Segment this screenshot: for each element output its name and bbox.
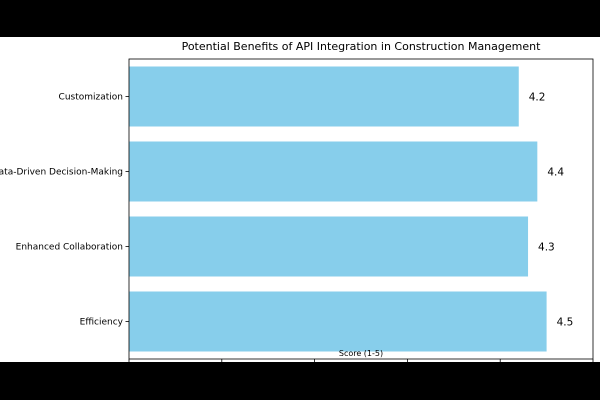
bar-customization [129, 66, 519, 127]
bar-data-driven-decision-making [129, 141, 538, 202]
y-tick-label: Data-Driven Decision-Making [0, 168, 123, 178]
y-tick-label: Enhanced Collaboration [16, 243, 123, 253]
y-tick-label: Customization [59, 93, 123, 103]
bar-efficiency [129, 291, 547, 352]
chart-title: Potential Benefits of API Integration in… [182, 40, 542, 53]
bar-enhanced-collaboration [129, 216, 529, 277]
bar-chart: Potential Benefits of API Integration in… [0, 40, 594, 362]
bar-value-label: 4.3 [538, 242, 555, 254]
bar-value-label: 4.4 [547, 167, 564, 179]
x-axis-title: Score (1-5) [339, 349, 383, 358]
bar-value-label: 4.5 [557, 317, 574, 329]
y-tick-label: Efficiency [80, 318, 124, 328]
chart-figure: Potential Benefits of API Integration in… [0, 37, 600, 362]
bar-value-label: 4.2 [529, 92, 546, 104]
plot-frame [128, 58, 594, 360]
